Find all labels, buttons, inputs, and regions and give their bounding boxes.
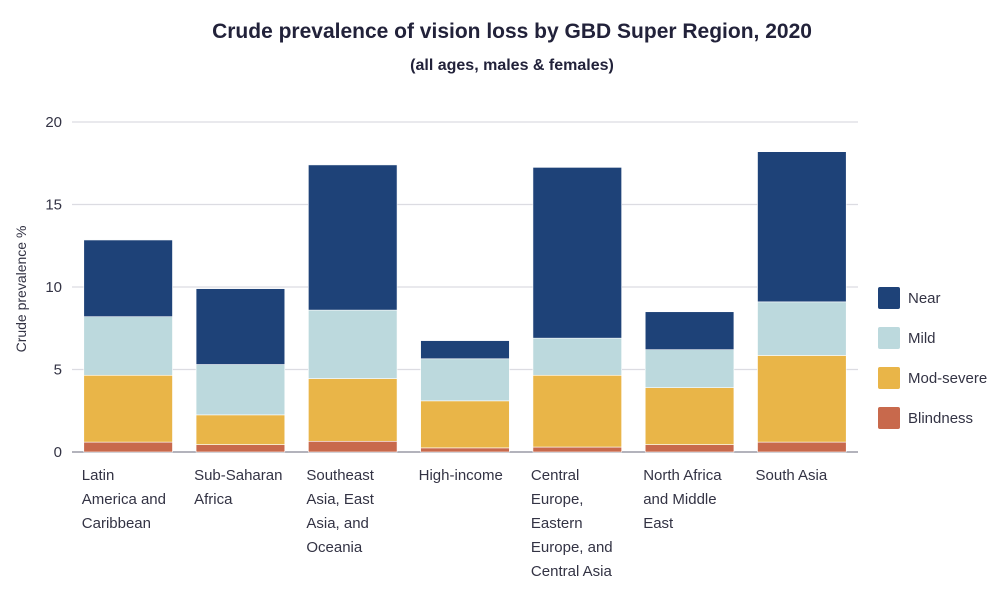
- y-tick-label: 10: [45, 279, 62, 296]
- bar-segment-mod-severe: [308, 378, 398, 442]
- legend: Near Mild Mod-severe Blindness: [878, 286, 987, 446]
- bar-segment-near: [308, 164, 398, 311]
- legend-label: Near: [908, 289, 941, 307]
- bar-segment-blindness: [420, 447, 510, 453]
- bar-segment-mild: [308, 309, 398, 379]
- bar-segment-blindness: [532, 446, 622, 453]
- bar-segment-near: [757, 151, 847, 303]
- bar-segment-blindness: [644, 444, 735, 453]
- bar-segment-near: [420, 340, 510, 360]
- bar-segment-near: [644, 311, 735, 351]
- bar-segment-near: [532, 167, 622, 339]
- chart-title: Crude prevalence of vision loss by GBD S…: [212, 20, 812, 43]
- bar-segment-mild: [83, 316, 173, 376]
- bar-segment-mod-severe: [83, 374, 173, 443]
- chart-subtitle: (all ages, males & females): [410, 57, 614, 74]
- legend-label: Mod-severe: [908, 369, 988, 387]
- bar-segment-mild: [195, 364, 286, 416]
- legend-item: Mod-severe: [878, 366, 987, 390]
- y-tick-label: 5: [54, 362, 62, 379]
- bar-segment-mod-severe: [532, 374, 622, 448]
- x-category-label: Sub-Saharan Africa: [194, 467, 282, 508]
- legend-label: Mild: [908, 329, 936, 347]
- legend-swatch: [878, 407, 900, 429]
- x-category-label: Latin America and Caribbean: [82, 467, 166, 532]
- bar-segment-near: [83, 239, 173, 318]
- x-category-label: South Asia: [756, 467, 828, 484]
- y-axis-label: Crude prevalence %: [13, 226, 29, 353]
- bar-segment-mod-severe: [195, 414, 286, 445]
- legend-item: Mild: [878, 326, 987, 350]
- legend-swatch: [878, 327, 900, 349]
- bar-segment-mod-severe: [420, 400, 510, 449]
- x-category-label: High-income: [419, 467, 503, 484]
- bar-segment-near: [195, 288, 286, 365]
- x-category-label: Southeast Asia, East Asia, and Oceania: [306, 467, 374, 556]
- bar-segment-blindness: [757, 441, 847, 453]
- legend-swatch: [878, 367, 900, 389]
- x-category-label: North Africa and Middle East: [643, 467, 722, 532]
- y-tick-label: 20: [45, 114, 62, 131]
- y-tick-label: 0: [54, 444, 62, 461]
- bar-segment-blindness: [308, 440, 398, 453]
- legend-item: Blindness: [878, 406, 987, 430]
- bar-segment-blindness: [195, 444, 286, 453]
- legend-swatch: [878, 287, 900, 309]
- bar-segment-mild: [644, 349, 735, 388]
- x-category-label: Central Europe, Eastern Europe, and Central …: [531, 467, 613, 580]
- bar-segment-mod-severe: [757, 355, 847, 443]
- bar-segment-mod-severe: [644, 387, 735, 445]
- y-tick-label: 15: [45, 197, 62, 214]
- legend-item: Near: [878, 286, 987, 310]
- bar-segment-mild: [757, 301, 847, 356]
- bar-segment-mild: [532, 337, 622, 376]
- bar-segment-blindness: [83, 441, 173, 453]
- bar-segment-mild: [420, 358, 510, 402]
- legend-label: Blindness: [908, 409, 974, 427]
